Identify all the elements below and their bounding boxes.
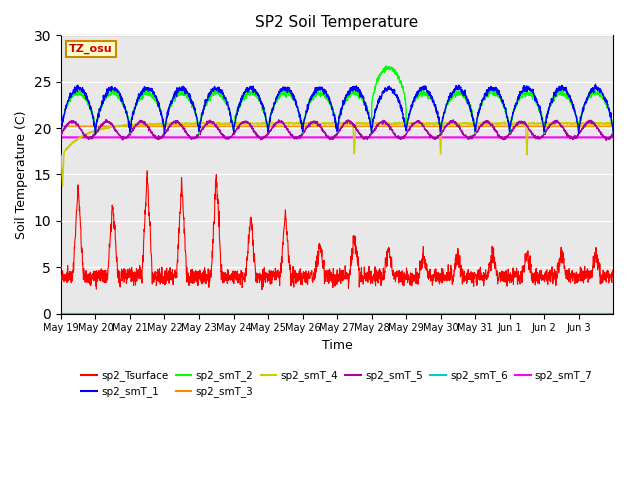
Title: SP2 Soil Temperature: SP2 Soil Temperature: [255, 15, 419, 30]
X-axis label: Time: Time: [322, 339, 353, 352]
Legend: sp2_Tsurface, sp2_smT_1, sp2_smT_2, sp2_smT_3, sp2_smT_4, sp2_smT_5, sp2_smT_6, : sp2_Tsurface, sp2_smT_1, sp2_smT_2, sp2_…: [77, 366, 597, 401]
Text: TZ_osu: TZ_osu: [69, 44, 113, 54]
Y-axis label: Soil Temperature (C): Soil Temperature (C): [15, 110, 28, 239]
